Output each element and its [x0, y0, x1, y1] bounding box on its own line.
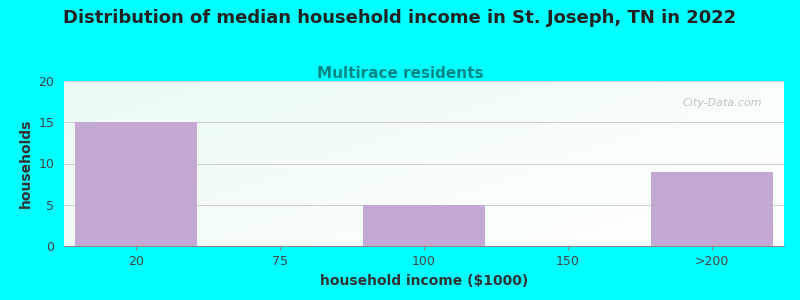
Text: Distribution of median household income in St. Joseph, TN in 2022: Distribution of median household income … — [63, 9, 737, 27]
Bar — [75, 122, 197, 246]
X-axis label: household income ($1000): household income ($1000) — [320, 274, 528, 288]
Y-axis label: households: households — [19, 119, 33, 208]
Text: City-Data.com: City-Data.com — [683, 98, 762, 107]
Bar — [362, 205, 485, 246]
Text: Multirace residents: Multirace residents — [317, 66, 483, 81]
Bar — [651, 172, 773, 246]
